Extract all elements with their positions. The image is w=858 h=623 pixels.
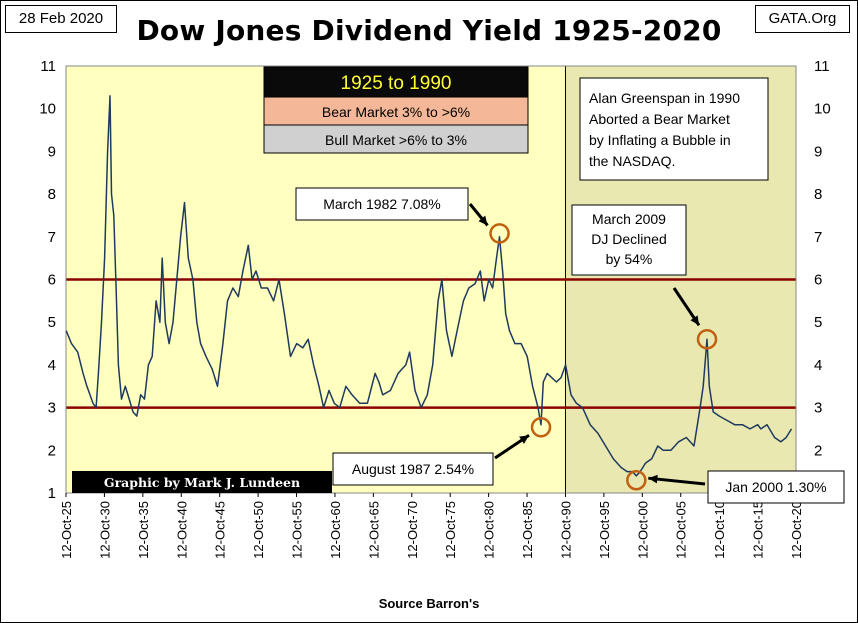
y-tick-right: 10 bbox=[814, 101, 831, 118]
x-tick-label: 12-Oct-65 bbox=[366, 501, 381, 559]
marker-a1987 bbox=[530, 416, 552, 438]
jan-2000-arrow bbox=[648, 476, 706, 486]
x-tick-label: 12-Oct-75 bbox=[443, 501, 458, 559]
y-tick-left: 10 bbox=[39, 101, 56, 118]
march-2009-arrow-head bbox=[690, 315, 700, 326]
x-tick-label: 12-Oct-95 bbox=[597, 501, 612, 559]
x-tick-label: 12-Oct-15 bbox=[751, 501, 766, 559]
x-tick-label: 12-Oct-10 bbox=[712, 501, 727, 559]
legend-period-label: 1925 to 1990 bbox=[341, 73, 452, 94]
y-tick-right: 7 bbox=[814, 229, 822, 246]
y-tick-left: 6 bbox=[48, 272, 56, 289]
y-tick-right: 11 bbox=[814, 58, 830, 75]
x-tick-label: 12-Oct-50 bbox=[251, 501, 266, 559]
greenspan-note-line: the NASDAQ. bbox=[589, 153, 675, 169]
x-axis-label: Source Barron's bbox=[379, 596, 480, 611]
x-tick-label: 12-Oct-70 bbox=[405, 501, 420, 559]
credit-bar bbox=[72, 471, 332, 493]
y-tick-right: 4 bbox=[814, 357, 822, 374]
august-1987-arrow-head bbox=[519, 435, 530, 444]
greenspan-note-line: Aborted a Bear Market bbox=[589, 111, 730, 127]
x-tick-label: 12-Oct-55 bbox=[290, 501, 305, 559]
y-tick-left: 3 bbox=[48, 400, 56, 417]
greenspan-note-line: Alan Greenspan in 1990 bbox=[589, 90, 740, 106]
y-tick-left: 1 bbox=[48, 485, 56, 502]
marker-j2000 bbox=[626, 469, 647, 491]
march-1982-label: March 1982 7.08% bbox=[323, 196, 441, 212]
x-tick-label: 12-Oct-60 bbox=[328, 501, 343, 559]
x-tick-label: 12-Oct-35 bbox=[136, 501, 151, 559]
x-tick-label: 12-Oct-25 bbox=[59, 501, 74, 559]
y-tick-left: 7 bbox=[48, 229, 56, 246]
y-tick-left: 11 bbox=[40, 58, 56, 75]
august-1987-label: August 1987 2.54% bbox=[352, 461, 474, 477]
x-tick-label: 12-Oct-40 bbox=[174, 501, 189, 559]
legend-bull-label: Bull Market >6% to 3% bbox=[325, 132, 467, 148]
marker-m1982 bbox=[489, 223, 510, 244]
jan-2000-label: Jan 2000 1.30% bbox=[725, 479, 826, 495]
y-tick-right: 5 bbox=[814, 314, 822, 331]
y-tick-right: 8 bbox=[814, 186, 822, 203]
greenspan-note-box bbox=[579, 77, 769, 181]
greenspan-note-line: by Inflating a Bubble in bbox=[589, 132, 731, 148]
x-tick-label: 12-Oct-30 bbox=[97, 501, 112, 559]
legend-bear-box bbox=[263, 96, 529, 126]
x-tick-label: 12-Oct-00 bbox=[635, 501, 650, 559]
march-2009-line: by 54% bbox=[606, 251, 653, 267]
y-tick-right: 3 bbox=[814, 400, 822, 417]
y-tick-right: 6 bbox=[814, 272, 822, 289]
x-tick-label: 12-Oct-90 bbox=[558, 501, 573, 559]
y-tick-left: 4 bbox=[48, 357, 56, 374]
jan-2000-arrow-head bbox=[648, 474, 658, 484]
x-tick-label: 12-Oct-85 bbox=[520, 501, 535, 559]
dividend-yield-line bbox=[65, 95, 793, 477]
y-tick-left: 5 bbox=[48, 314, 56, 331]
legend-period-box bbox=[263, 66, 529, 98]
site-label: GATA.Org bbox=[755, 5, 850, 33]
august-1987-box bbox=[332, 452, 494, 486]
march-1982-box bbox=[295, 187, 469, 221]
march-2009-line: March 2009 bbox=[592, 211, 666, 227]
y-tick-right: 2 bbox=[814, 442, 822, 459]
chart-title: Dow Jones Dividend Yield 1925-2020 bbox=[136, 14, 722, 47]
x-tick-label: 12-Oct-45 bbox=[213, 501, 228, 559]
y-tick-left: 9 bbox=[48, 143, 56, 160]
march-2009-line: DJ Declined bbox=[591, 231, 666, 247]
plot-area-border bbox=[65, 65, 797, 494]
y-tick-left: 8 bbox=[48, 186, 56, 203]
y-tick-left: 2 bbox=[48, 442, 56, 459]
x-tick-label: 12-Oct-20 bbox=[789, 501, 804, 559]
credit-label: Graphic by Mark J. Lundeen bbox=[104, 475, 300, 490]
legend-bear-label: Bear Market 3% to >6% bbox=[322, 104, 470, 120]
legend-bull-box bbox=[263, 124, 529, 154]
jan-2000-box bbox=[707, 470, 845, 504]
y-tick-right: 9 bbox=[814, 143, 822, 160]
march-1982-arrow-head bbox=[478, 215, 488, 226]
march-2009-box bbox=[571, 204, 687, 276]
marker-m2009 bbox=[696, 329, 718, 350]
x-tick-label: 12-Oct-05 bbox=[674, 501, 689, 559]
x-tick-label: 12-Oct-80 bbox=[482, 501, 497, 559]
date-label: 28 Feb 2020 bbox=[5, 5, 117, 33]
